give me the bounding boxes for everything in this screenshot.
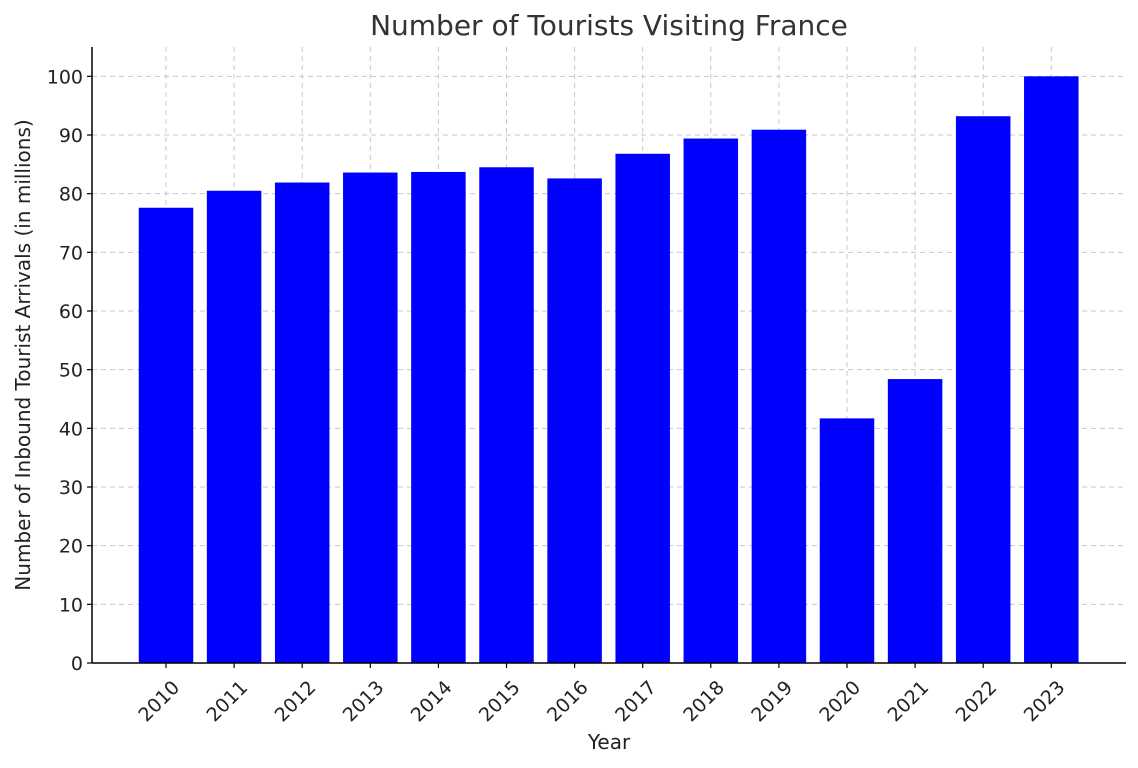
x-tick-label: 2020	[815, 677, 865, 727]
y-tick-label: 0	[71, 653, 83, 675]
bar-2022	[955, 116, 1011, 663]
y-axis-ticks: 0 10 20 30 40 50 60 70 80 90 100	[47, 66, 92, 675]
x-tick-label: 2018	[679, 677, 729, 727]
x-tick-label: 2015	[475, 677, 525, 727]
x-tick-label: 2013	[339, 677, 389, 727]
y-tick-label: 60	[59, 301, 83, 323]
y-tick-label: 20	[59, 536, 83, 558]
x-tick-label: 2016	[543, 677, 593, 727]
bar-2023	[1024, 76, 1079, 664]
x-axis-label: Year	[587, 730, 631, 754]
x-tick-label: 2012	[271, 677, 321, 727]
x-tick-label: 2011	[202, 677, 252, 727]
y-tick-label: 40	[59, 418, 83, 440]
x-tick-label: 2023	[1020, 677, 1070, 727]
bars	[138, 76, 1079, 664]
x-tick-label: 2022	[952, 677, 1002, 727]
axes	[91, 47, 1126, 664]
bar-2015	[479, 167, 534, 663]
y-tick-label: 50	[59, 360, 83, 382]
bar-2016	[547, 178, 602, 663]
y-tick-label: 70	[59, 242, 83, 264]
y-tick-label: 100	[47, 66, 83, 88]
bar-2018	[683, 138, 739, 663]
bar-2011	[206, 190, 262, 663]
x-tick-label: 2010	[134, 677, 184, 727]
y-tick-label: 10	[59, 594, 83, 616]
x-tick-label: 2019	[747, 677, 797, 727]
bar-2013	[343, 172, 398, 663]
y-tick-label: 90	[59, 125, 83, 147]
y-tick-label: 30	[59, 477, 83, 499]
bar-2020	[819, 418, 875, 663]
y-axis-label: Number of Inbound Tourist Arrivals (in m…	[11, 119, 35, 590]
x-tick-label: 2017	[611, 677, 661, 727]
bar-2021	[887, 379, 943, 663]
x-axis-ticks: 2010 2011 2012 2013 2014 2015 2016 2017 2018 2019…	[134, 663, 1069, 726]
bar-2014	[411, 171, 466, 663]
bar-2017	[615, 153, 670, 664]
y-tick-label: 80	[59, 184, 83, 206]
bar-2012	[274, 182, 330, 663]
x-tick-label: 2021	[883, 677, 933, 727]
x-tick-label: 2014	[407, 677, 457, 727]
bar-2010	[138, 207, 194, 663]
bar-2019	[751, 129, 807, 664]
chart-title: Number of Tourists Visiting France	[370, 9, 848, 42]
